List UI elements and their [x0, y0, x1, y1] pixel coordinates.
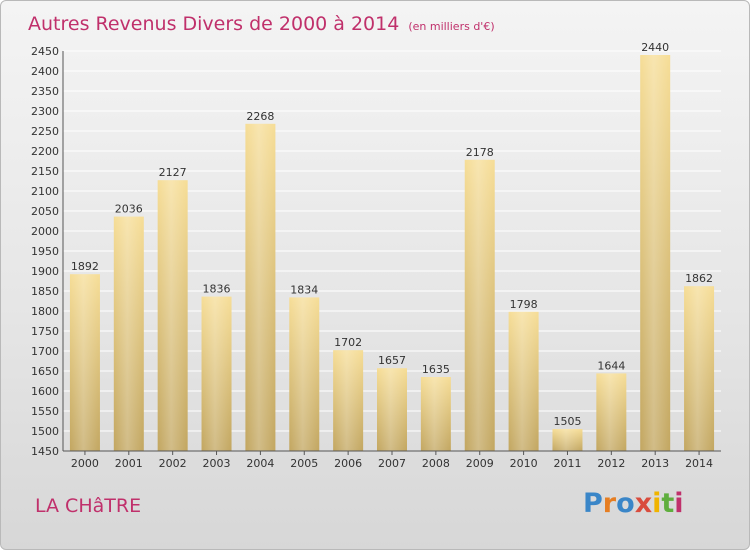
y-tick-label: 2200 [31, 145, 59, 158]
x-tick-label: 2014 [685, 457, 713, 470]
y-tick-label: 1800 [31, 305, 59, 318]
y-tick-label: 1500 [31, 425, 59, 438]
bar-shine [684, 286, 715, 451]
data-label-2014: 1862 [685, 272, 713, 285]
bars: 1892 2036 2127 1836 2268 1834 1702 1657 1635 2178… [69, 41, 715, 452]
y-tick-label: 1600 [31, 385, 59, 398]
data-label-2004: 2268 [246, 110, 274, 123]
x-tick-label: 2010 [510, 457, 538, 470]
bar-shine [157, 180, 188, 451]
y-tick-label: 1950 [31, 245, 59, 258]
brand-letter: t [661, 488, 675, 519]
data-label-2006: 1702 [334, 336, 362, 349]
x-tick-label: 2001 [115, 457, 143, 470]
data-label-2010: 1798 [510, 298, 538, 311]
y-tick-label: 2250 [31, 125, 59, 138]
y-tick-label: 1900 [31, 265, 59, 278]
y-tick-label: 2300 [31, 105, 59, 118]
chart-subtitle: (en milliers d'€) [408, 20, 494, 33]
x-tick-label: 2002 [159, 457, 187, 470]
data-label-2009: 2178 [466, 146, 494, 159]
x-tick-label: 2000 [71, 457, 99, 470]
bar-shine [69, 274, 100, 451]
brand-letter: P [583, 488, 603, 519]
bar-shine [508, 311, 539, 451]
y-tick-label: 1450 [31, 445, 59, 458]
data-label-2003: 1836 [203, 283, 231, 296]
y-tick-label: 1850 [31, 285, 59, 298]
x-tick-label: 2009 [466, 457, 494, 470]
bar-shine [420, 377, 451, 451]
x-tick-label: 2013 [641, 457, 669, 470]
x-tick-label: 2007 [378, 457, 406, 470]
brand-letter: x [634, 488, 653, 519]
bar-shine [245, 123, 276, 452]
data-label-2005: 1834 [290, 283, 318, 296]
bar-shine [333, 350, 364, 451]
brand-letter: i [652, 488, 662, 519]
brand-letter: r [602, 488, 617, 519]
data-label-2013: 2440 [641, 41, 669, 54]
bar-shine [377, 368, 407, 451]
x-tick-label: 2005 [290, 457, 318, 470]
bar-shine [289, 297, 320, 451]
bar-shine [596, 373, 627, 451]
x-tick-label: 2012 [597, 457, 625, 470]
y-tick-label: 2050 [31, 205, 59, 218]
data-label-2007: 1657 [378, 354, 406, 367]
bar-shine [552, 429, 583, 451]
y-tick-label: 1650 [31, 365, 59, 378]
y-tick-label: 2400 [31, 65, 59, 78]
data-label-2001: 2036 [115, 203, 143, 216]
data-label-2000: 1892 [71, 260, 99, 273]
brand-letter: i [674, 488, 684, 519]
bar-shine [113, 216, 144, 451]
x-tick-label: 2008 [422, 457, 450, 470]
data-label-2011: 1505 [553, 415, 581, 428]
axes: 1450 1500 1550 1600 1650 1700 1750 1800 1850 1900… [31, 45, 721, 470]
data-label-2012: 1644 [597, 359, 625, 372]
y-tick-label: 1700 [31, 345, 59, 358]
chart-title: Autres Revenus Divers de 2000 à 2014 [28, 13, 399, 35]
x-tick-label: 2006 [334, 457, 362, 470]
y-tick-label: 2150 [31, 165, 59, 178]
x-tick-label: 2003 [203, 457, 231, 470]
bar-shine [201, 296, 232, 451]
place-name: LA CHâTRE [35, 495, 142, 517]
y-tick-label: 2350 [31, 85, 59, 98]
x-tick-label: 2004 [246, 457, 274, 470]
brand-logo: Proxiti [583, 488, 684, 519]
x-tick-label: 2011 [553, 457, 581, 470]
y-tick-label: 2450 [31, 45, 59, 58]
y-tick-label: 1550 [31, 405, 59, 418]
y-tick-label: 2000 [31, 225, 59, 238]
data-label-2002: 2127 [159, 166, 187, 179]
data-label-2008: 1635 [422, 363, 450, 376]
y-tick-label: 1750 [31, 325, 59, 338]
bar-shine [640, 55, 671, 451]
y-tick-label: 2100 [31, 185, 59, 198]
brand-letter: o [616, 488, 635, 519]
bar-shine [464, 159, 495, 452]
